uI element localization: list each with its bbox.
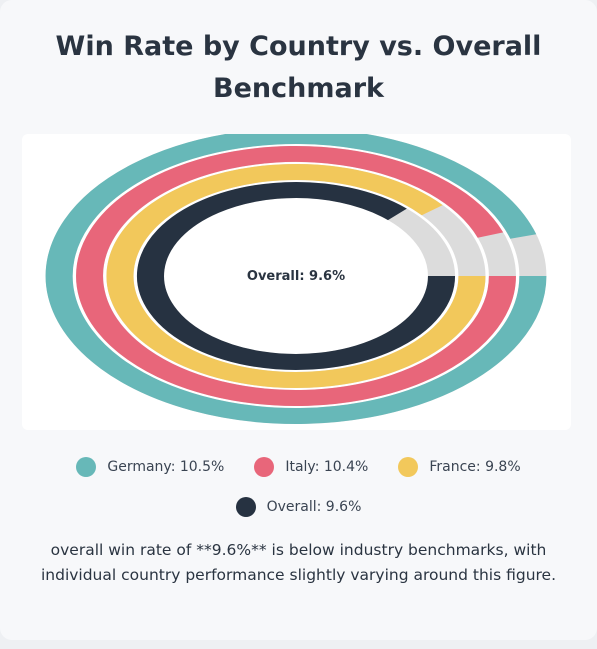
- legend-swatch-italy: [254, 457, 275, 477]
- legend-swatch-overall: [235, 497, 256, 517]
- legend-row-1: Germany: 10.5% Italy: 10.4% France: 9.8%: [20, 456, 577, 478]
- ring-chart: Overall: 9.6%: [45, 134, 547, 424]
- ring-arc-france[interactable]: [106, 164, 486, 388]
- legend-label-france: France: 9.8%: [429, 459, 521, 475]
- ring-arc-germany[interactable]: [45, 134, 547, 424]
- chart-area: Overall: 9.6%: [22, 134, 571, 430]
- center-label: Overall: 9.6%: [247, 269, 345, 284]
- legend-label-germany: Germany: 10.5%: [107, 459, 225, 475]
- ring-arc-overall[interactable]: [136, 182, 456, 370]
- legend-item-italy[interactable]: Italy: 10.4%: [254, 456, 368, 478]
- legend-swatch-france: [398, 457, 419, 477]
- legend-row-2: Overall: 9.6%: [20, 496, 577, 518]
- legend-item-germany[interactable]: Germany: 10.5%: [76, 456, 224, 478]
- legend-item-france[interactable]: France: 9.8%: [398, 456, 521, 478]
- legend-label-italy: Italy: 10.4%: [285, 459, 369, 475]
- chart-title: Win Rate by Country vs. Overall Benchmar…: [55, 31, 542, 104]
- legend-swatch-germany: [76, 457, 97, 477]
- legend-label-overall: Overall: 9.6%: [266, 499, 362, 515]
- legend-item-overall[interactable]: Overall: 9.6%: [235, 496, 362, 518]
- summary-note: overall win rate of **9.6%** is below in…: [40, 541, 557, 584]
- ring-arc-italy[interactable]: [76, 146, 516, 406]
